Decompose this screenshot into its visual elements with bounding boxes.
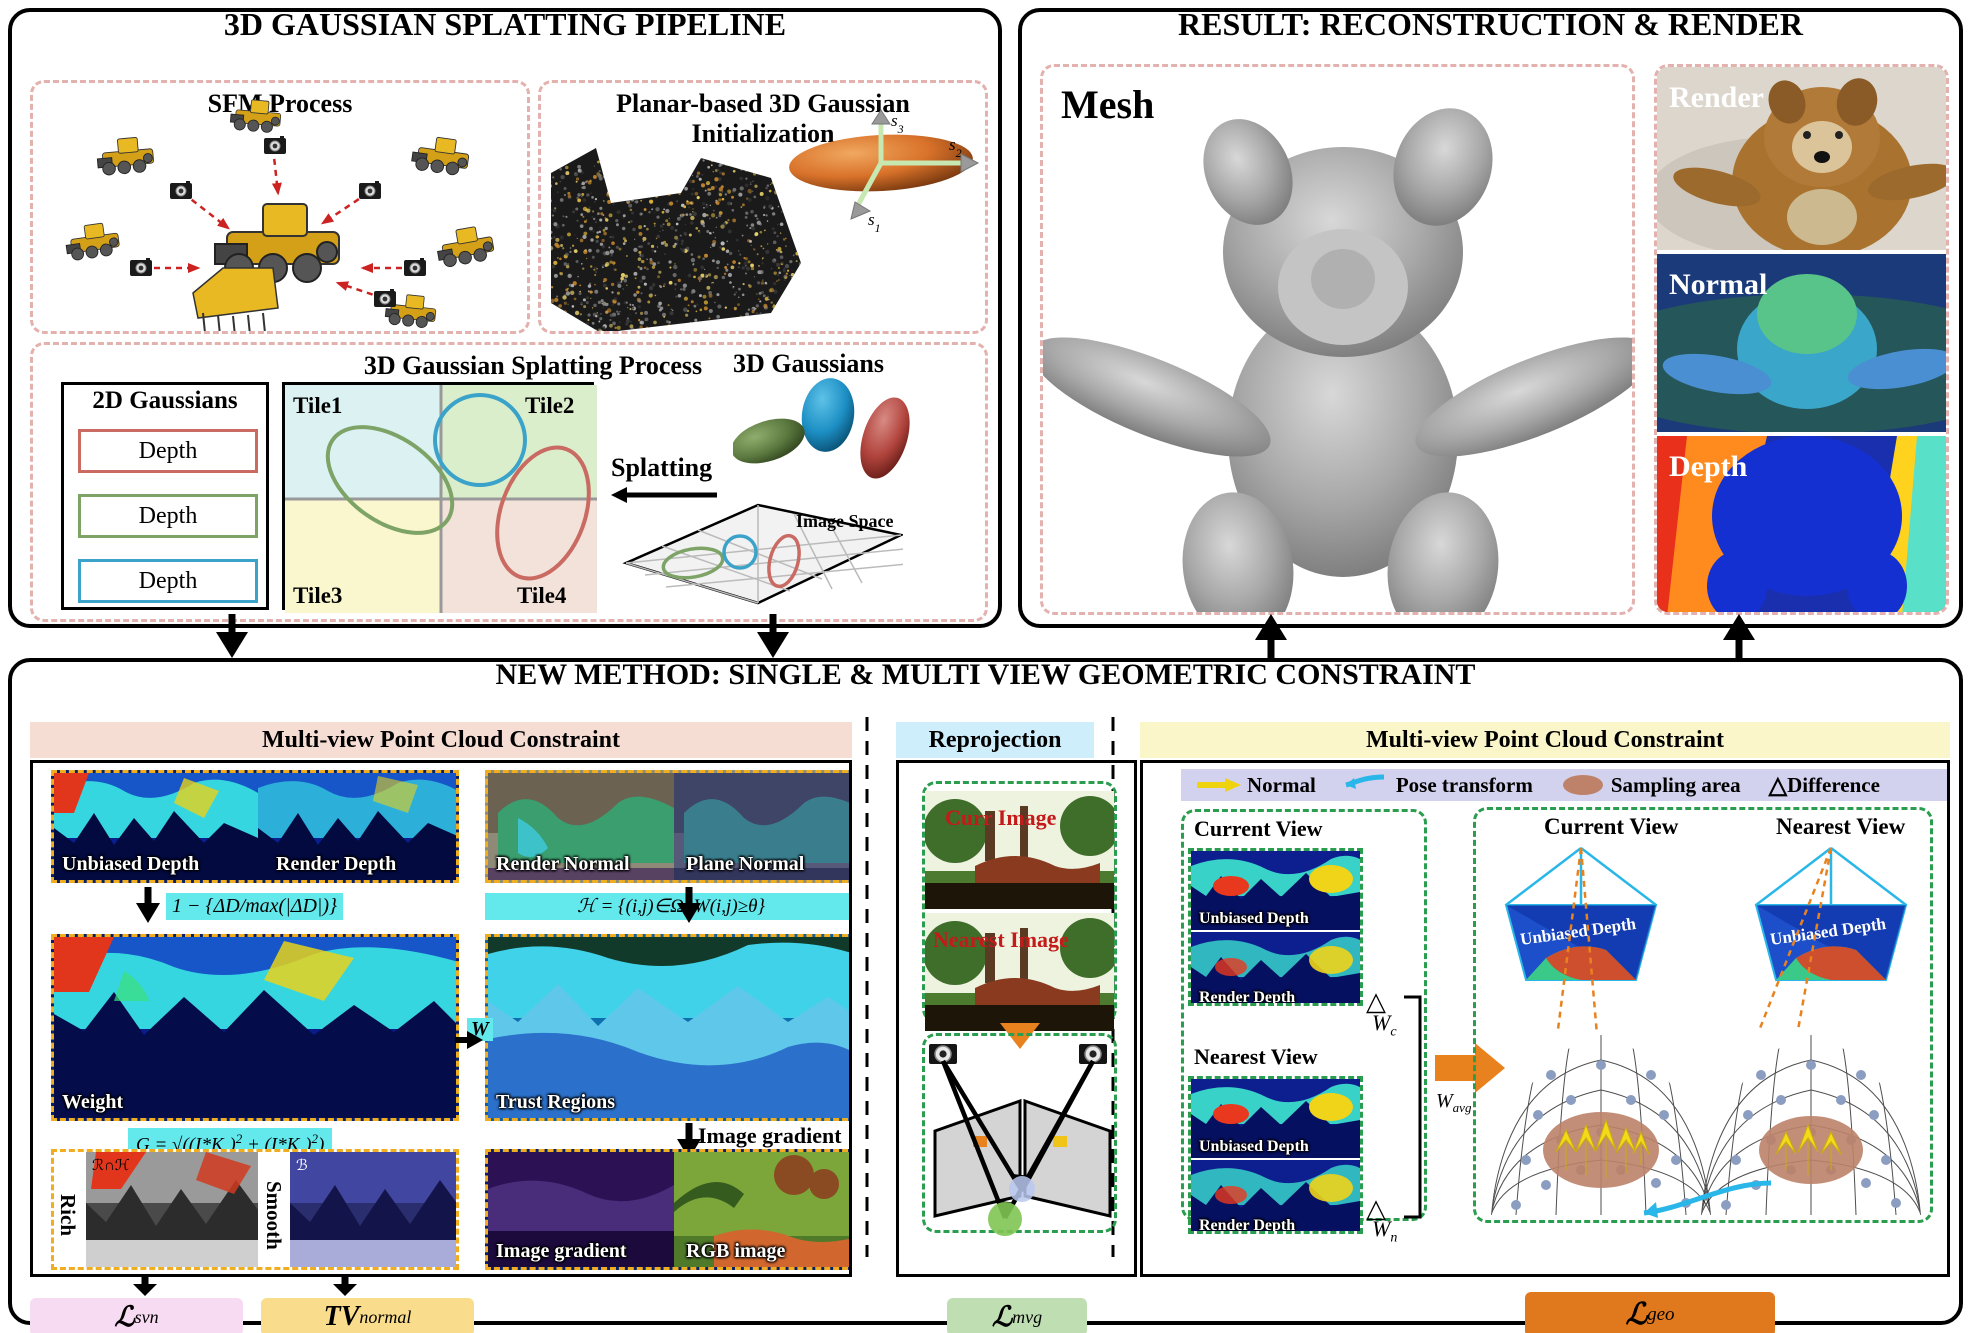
svg-text:s1: s1 [868,210,881,235]
svg-text:Normal: Normal [1669,268,1767,301]
svg-text:Image Space: Image Space [796,511,894,531]
svg-text:s3: s3 [891,111,904,136]
svg-text:ℬ: ℬ [296,1158,308,1174]
svg-text:Curr Image: Curr Image [945,805,1057,830]
svg-text:Tile3: Tile3 [293,583,342,608]
svg-text:ℛ∩ℋ: ℛ∩ℋ [92,1158,130,1174]
svg-text:Depth: Depth [1669,450,1748,483]
svg-text:Tile1: Tile1 [293,393,342,418]
svg-text:Nearest Image: Nearest Image [933,927,1069,952]
svg-text:Tile4: Tile4 [517,583,567,608]
svg-text:Render: Render [1669,81,1764,114]
svg-text:Tile2: Tile2 [525,393,574,418]
